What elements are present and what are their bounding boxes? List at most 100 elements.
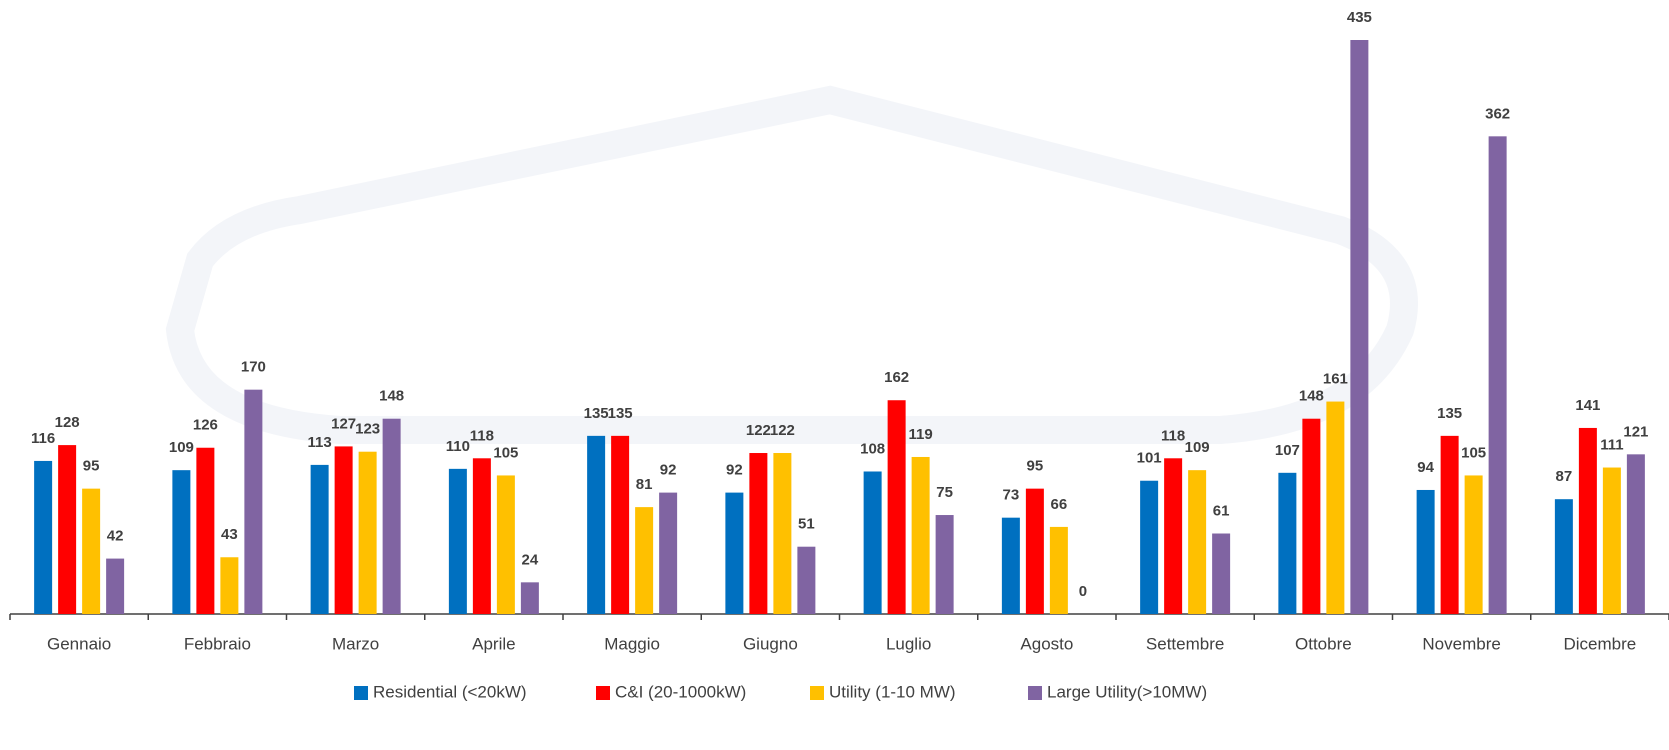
bar [1049, 526, 1068, 614]
data-label: 122 [770, 422, 795, 439]
bar [310, 464, 329, 614]
data-label: 113 [308, 434, 332, 451]
bar [520, 582, 539, 614]
data-label: 105 [1461, 444, 1486, 461]
legend-swatch [810, 686, 824, 700]
bar [1278, 472, 1297, 614]
bar [773, 453, 792, 614]
data-label: 110 [446, 438, 470, 455]
x-tick-label: Gennaio [47, 634, 111, 653]
data-label: 0 [1079, 583, 1087, 600]
data-label: 118 [1161, 427, 1185, 444]
bar [935, 515, 954, 614]
data-label: 43 [221, 526, 238, 543]
data-label: 87 [1556, 468, 1573, 485]
x-tick-label: Maggio [604, 634, 660, 653]
bar [659, 492, 678, 614]
data-label: 101 [1137, 450, 1162, 467]
data-label: 170 [241, 359, 266, 376]
bar [1212, 533, 1231, 614]
bar [1440, 435, 1459, 614]
data-label: 135 [1437, 405, 1462, 422]
data-label: 51 [798, 516, 815, 533]
x-tick-label: Giugno [743, 634, 798, 653]
data-label: 109 [1185, 439, 1210, 456]
legend-label: C&I (20-1000kW) [615, 682, 746, 701]
data-label: 111 [1600, 436, 1623, 453]
x-tick-label: Ottobre [1295, 634, 1352, 653]
data-label: 107 [1275, 442, 1300, 459]
bar [1626, 454, 1645, 614]
x-tick-label: Marzo [332, 634, 379, 653]
bar [1578, 427, 1597, 614]
data-label: 81 [636, 476, 653, 493]
bar [358, 451, 377, 614]
data-label: 42 [107, 528, 124, 545]
bar [1416, 489, 1435, 614]
bar [172, 470, 191, 614]
data-label: 94 [1417, 459, 1434, 476]
bar [244, 389, 263, 614]
bar [220, 557, 239, 614]
data-label: 109 [169, 439, 194, 456]
bar [448, 468, 467, 614]
data-label: 123 [355, 421, 380, 438]
data-label: 108 [860, 440, 885, 457]
data-label: 435 [1347, 9, 1372, 26]
data-label: 119 [909, 426, 933, 443]
bar [472, 458, 491, 614]
bar [725, 492, 744, 614]
bar [58, 445, 77, 614]
data-label: 66 [1051, 496, 1068, 513]
data-label: 121 [1623, 423, 1648, 440]
data-label: 126 [193, 417, 218, 434]
bar [1488, 136, 1507, 615]
bar [1001, 517, 1020, 614]
data-label: 95 [1027, 458, 1044, 475]
bar [887, 400, 906, 614]
x-tick-label: Settembre [1146, 634, 1224, 653]
data-label: 135 [584, 405, 609, 422]
x-tick-label: Luglio [886, 634, 931, 653]
data-label: 116 [31, 430, 55, 447]
data-label: 92 [726, 462, 743, 479]
data-label: 24 [522, 551, 539, 568]
bar [334, 446, 353, 614]
data-label: 122 [746, 422, 771, 439]
x-tick-label: Dicembre [1564, 634, 1637, 653]
legend-swatch [596, 686, 610, 700]
data-label: 73 [1003, 487, 1020, 504]
bar [496, 475, 515, 614]
data-label: 95 [83, 458, 100, 475]
data-label: 127 [331, 415, 356, 432]
bar [1302, 418, 1321, 614]
bar [1464, 475, 1483, 614]
bar [1140, 480, 1159, 614]
legend-label: Utility (1-10 MW) [829, 682, 956, 701]
data-label: 148 [379, 388, 404, 405]
bar [1326, 401, 1345, 614]
data-label: 162 [884, 369, 909, 386]
bar [1602, 467, 1621, 614]
x-tick-label: Aprile [472, 634, 515, 653]
x-tick-label: Agosto [1020, 634, 1073, 653]
data-label: 161 [1323, 371, 1348, 388]
bar [797, 546, 816, 614]
legend-label: Residential (<20kW) [373, 682, 527, 701]
data-label: 148 [1299, 388, 1324, 405]
data-label: 128 [55, 414, 80, 431]
watermark [165, 85, 1418, 444]
bar [911, 456, 930, 614]
x-tick-label: Novembre [1422, 634, 1500, 653]
bar [635, 507, 654, 614]
x-tick-label: Febbraio [184, 634, 251, 653]
data-label: 362 [1485, 105, 1510, 122]
data-label: 141 [1575, 397, 1600, 414]
data-label: 75 [936, 484, 953, 501]
bar [587, 435, 606, 614]
legend-label: Large Utility(>10MW) [1047, 682, 1207, 701]
bar [34, 460, 53, 614]
legend-swatch [354, 686, 368, 700]
bar [1164, 458, 1183, 614]
